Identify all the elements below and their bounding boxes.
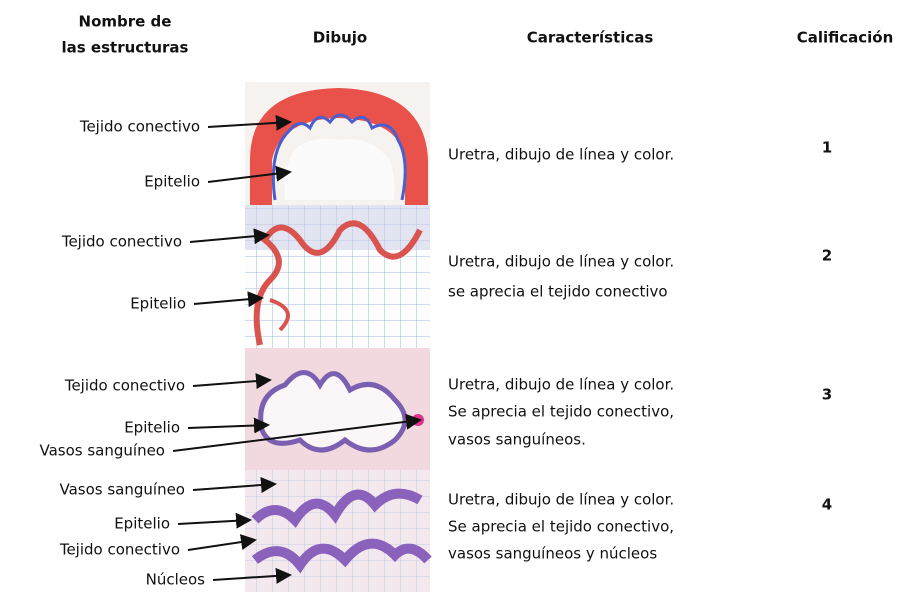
structure-label: Tejido conectivo [61, 233, 182, 251]
arrow [212, 567, 292, 584]
characteristics-text: Se aprecia el tejido conectivo, [448, 518, 674, 536]
arrow [189, 228, 270, 245]
characteristics-text: Uretra, dibujo de línea y color. [448, 376, 674, 394]
header-structures: las estructuras [62, 39, 189, 57]
arrow [193, 291, 264, 308]
header-grade: Calificación [797, 29, 894, 47]
grade: 2 [822, 247, 832, 265]
characteristics-text: Uretra, dibujo de línea y color. [448, 491, 674, 509]
characteristics-text: Se aprecia el tejido conectivo, [448, 403, 674, 421]
structure-label: Tejido conectivo [59, 541, 180, 559]
arrow [187, 417, 270, 434]
drawing-2 [245, 205, 430, 348]
characteristics-text: Uretra, dibujo de línea y color. [448, 253, 674, 271]
structure-label: Epitelio [124, 419, 180, 437]
grade: 3 [822, 386, 832, 404]
arrow [187, 534, 257, 551]
grade: 4 [822, 496, 832, 514]
characteristics-text: vasos sanguíneos. [448, 431, 586, 449]
structure-label: Tejido conectivo [79, 118, 200, 136]
arrow [177, 512, 252, 529]
structure-label: Núcleos [146, 571, 206, 589]
characteristics-text: se aprecia el tejido conectivo [448, 283, 668, 301]
drawing-3 [245, 348, 430, 470]
header-drawing: Dibujo [313, 29, 367, 47]
characteristics-text: Uretra, dibujo de línea y color. [448, 146, 674, 164]
arrow [172, 413, 422, 452]
arrow [207, 165, 292, 183]
arrow [192, 373, 272, 390]
header-structures: Nombre de [79, 13, 172, 31]
structure-label: Tejido conectivo [64, 377, 185, 395]
structure-label: Epitelio [114, 515, 170, 533]
structure-label: Epitelio [130, 295, 186, 313]
grade: 1 [822, 139, 832, 157]
drawing-4 [245, 470, 432, 592]
structure-label: Vasos sanguíneo [60, 481, 186, 499]
arrow [207, 114, 292, 131]
characteristics-text: vasos sanguíneos y núcleos [448, 545, 657, 563]
drawing-1 [245, 82, 430, 205]
structure-label: Vasos sanguíneo [40, 442, 166, 460]
structure-label: Epitelio [144, 173, 200, 191]
arrow [192, 477, 277, 494]
header-characteristics: Características [527, 29, 654, 47]
